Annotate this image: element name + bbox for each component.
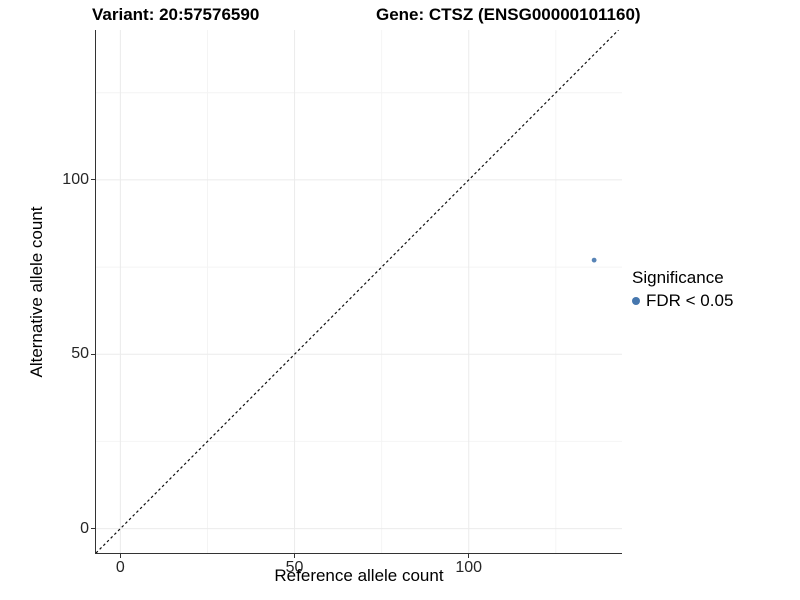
x-axis-title: Reference allele count [274, 566, 444, 585]
plot-title-variant: Variant: 20:57576590 [92, 5, 260, 24]
y-tick-label: 100 [62, 170, 89, 188]
x-tick-mark [119, 554, 121, 558]
plot-title-gene: Gene: CTSZ (ENSG00000101160) [376, 5, 641, 24]
y-tick-mark [91, 179, 95, 181]
y-tick-mark [91, 353, 95, 355]
legend-entry: FDR < 0.05 [632, 291, 733, 311]
y-tick-label: 0 [80, 519, 89, 537]
x-axis-line [95, 553, 622, 554]
y-axis-title: Alternative allele count [27, 206, 46, 378]
x-tick-label: 100 [455, 559, 483, 576]
y-tick-mark [91, 528, 95, 530]
legend-title: Significance [632, 268, 724, 287]
y-axis-line [95, 30, 96, 554]
x-tick-label: 50 [285, 559, 304, 576]
x-tick-label: 0 [115, 559, 125, 576]
legend: Significance FDR < 0.05 [632, 268, 733, 311]
x-tick-mark [294, 554, 296, 558]
legend-entry-label: FDR < 0.05 [646, 291, 734, 310]
data-point [591, 257, 597, 263]
chart-canvas [96, 30, 622, 553]
x-tick-mark [468, 554, 470, 558]
plot-panel [96, 30, 622, 553]
identity-line [96, 30, 619, 553]
y-tick-label: 50 [71, 345, 89, 363]
legend-point-icon [632, 297, 640, 305]
